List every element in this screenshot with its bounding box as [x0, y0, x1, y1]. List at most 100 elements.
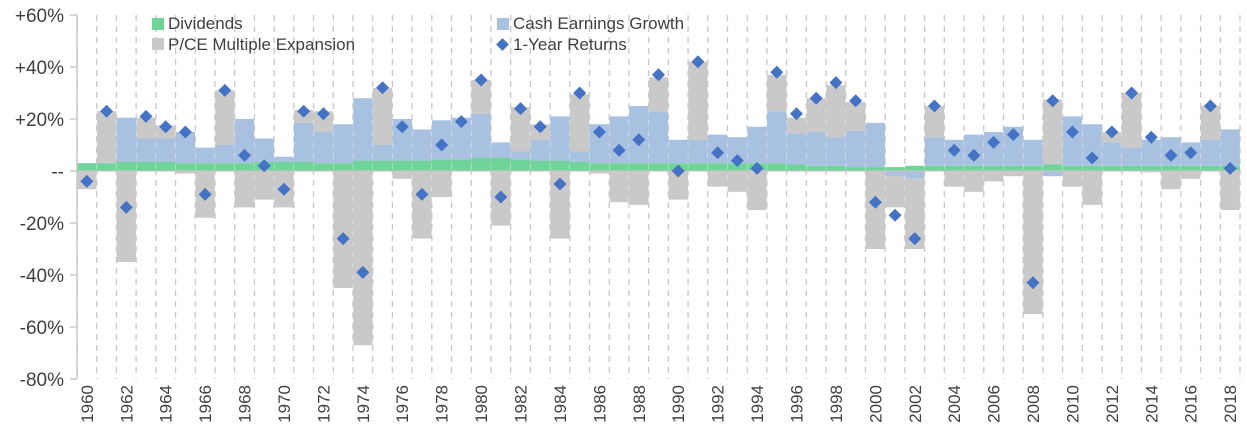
bars	[77, 61, 1240, 346]
y-tick-label: +60%	[15, 6, 64, 27]
y-tick-label: +40%	[15, 58, 64, 79]
bar-dividends-1987	[609, 163, 629, 171]
return-marker-1972	[316, 107, 330, 121]
bar-dividends-1996	[786, 164, 807, 171]
bar-earnings-1989	[648, 111, 669, 164]
x-tick-label: 1988	[630, 385, 649, 423]
return-marker-1963	[139, 109, 153, 123]
y-tick-label: -40%	[20, 266, 64, 287]
bar-earnings-1996	[786, 133, 807, 165]
return-marker-1978	[435, 138, 449, 152]
return-marker-1960	[80, 174, 94, 188]
bar-multiple-1986	[589, 171, 610, 174]
bar-multiple-1998	[826, 85, 846, 138]
bar-dividends-1963	[136, 161, 156, 171]
bar-multiple-1989	[648, 77, 669, 112]
bar-multiple-1980	[471, 80, 491, 114]
return-marker-1992	[711, 146, 725, 160]
bar-multiple-2011	[1082, 171, 1102, 205]
bar-earnings-1968	[234, 119, 255, 164]
return-marker-1989	[652, 68, 665, 82]
bar-multiple-2002	[905, 178, 925, 249]
bar-multiple-2007	[1003, 171, 1023, 177]
bar-earnings-2018	[1220, 129, 1240, 166]
bar-dividends-1998	[826, 165, 846, 171]
y-tick-label: -80%	[20, 370, 64, 391]
return-marker-2002	[908, 232, 922, 246]
x-tick-label: 2000	[866, 385, 885, 423]
bar-earnings-1982	[510, 151, 531, 160]
legend-swatch-multiple	[152, 38, 164, 50]
return-marker-1970	[277, 182, 291, 196]
bar-multiple-1996	[786, 117, 807, 134]
bar-earnings-1971	[294, 122, 314, 162]
bar-earnings-2009	[1043, 171, 1063, 177]
bar-dividends-1995	[767, 163, 787, 171]
bar-multiple-2004	[944, 171, 964, 187]
return-marker-1973	[336, 232, 350, 246]
bar-dividends-2014	[1141, 165, 1161, 171]
bar-multiple-1976	[392, 171, 412, 179]
bar-dividends-1979	[451, 159, 472, 171]
bar-earnings-1984	[550, 116, 570, 161]
bar-multiple-2000	[865, 171, 885, 249]
return-marker-1964	[159, 120, 173, 134]
bar-dividends-2008	[1023, 165, 1043, 171]
bar-dividends-2004	[944, 165, 964, 171]
bar-earnings-2010	[1062, 116, 1083, 166]
x-tick-label: 2006	[985, 385, 1004, 423]
legend: Dividends P/CE Multiple Expansion Cash E…	[152, 14, 684, 54]
legend-item-returns: 1-Year Returns	[496, 35, 627, 54]
bar-multiple-1999	[845, 102, 866, 131]
return-marker-2014	[1144, 130, 1158, 144]
bar-multiple-1977	[412, 171, 432, 239]
bar-multiple-1984	[550, 171, 570, 239]
grid-lines	[76, 15, 1241, 379]
bar-multiple-1978	[432, 171, 452, 197]
bar-earnings-2011	[1082, 124, 1102, 166]
bar-earnings-1993	[727, 137, 748, 164]
y-tick-label: +20%	[15, 110, 64, 131]
bar-dividends-1997	[806, 165, 826, 171]
bar-dividends-1960	[77, 163, 97, 171]
return-marker-1969	[257, 159, 271, 173]
bar-multiple-2003	[924, 106, 945, 138]
x-tick-label: 1994	[748, 385, 767, 423]
bar-dividends-1986	[589, 163, 610, 171]
return-marker-1980	[474, 73, 488, 87]
legend-swatch-returns	[496, 38, 509, 51]
bar-earnings-1991	[688, 139, 708, 164]
return-marker-1985	[573, 86, 587, 100]
x-tick-label: 1982	[512, 385, 531, 423]
return-marker-1983	[533, 120, 547, 134]
bar-multiple-1972	[313, 111, 334, 132]
legend-label-multiple: P/CE Multiple Expansion	[168, 35, 355, 54]
bar-earnings-1990	[668, 139, 688, 164]
axes	[70, 14, 1240, 380]
bar-earnings-2000	[865, 122, 885, 168]
bar-earnings-1974	[353, 98, 373, 161]
bar-multiple-1987	[609, 171, 629, 203]
bar-earnings-1979	[451, 117, 472, 160]
return-marker-1997	[809, 91, 823, 105]
x-tick-label: 1962	[117, 385, 136, 423]
return-marker-1999	[849, 94, 863, 108]
x-tick-label: 1992	[709, 385, 728, 423]
bar-dividends-1989	[648, 163, 669, 171]
return-marker-2000	[868, 195, 882, 209]
bar-dividends-2005	[964, 165, 984, 171]
bar-dividends-2009	[1043, 164, 1063, 171]
return-marker-2011	[1085, 151, 1099, 165]
bar-dividends-2000	[865, 167, 885, 171]
bar-multiple-1961	[96, 111, 117, 164]
return-marker-1988	[632, 133, 646, 147]
bar-earnings-1980	[471, 113, 491, 158]
return-marker-2012	[1105, 125, 1119, 139]
bar-dividends-1976	[392, 160, 412, 171]
legend-label-returns: 1-Year Returns	[513, 35, 627, 54]
bar-multiple-2018	[1220, 171, 1240, 210]
y-axis-labels: +60% +40% +20% -- -20% -40% -60% -80%	[15, 6, 64, 391]
return-marker-1987	[612, 143, 626, 157]
return-marker-1971	[297, 104, 311, 118]
